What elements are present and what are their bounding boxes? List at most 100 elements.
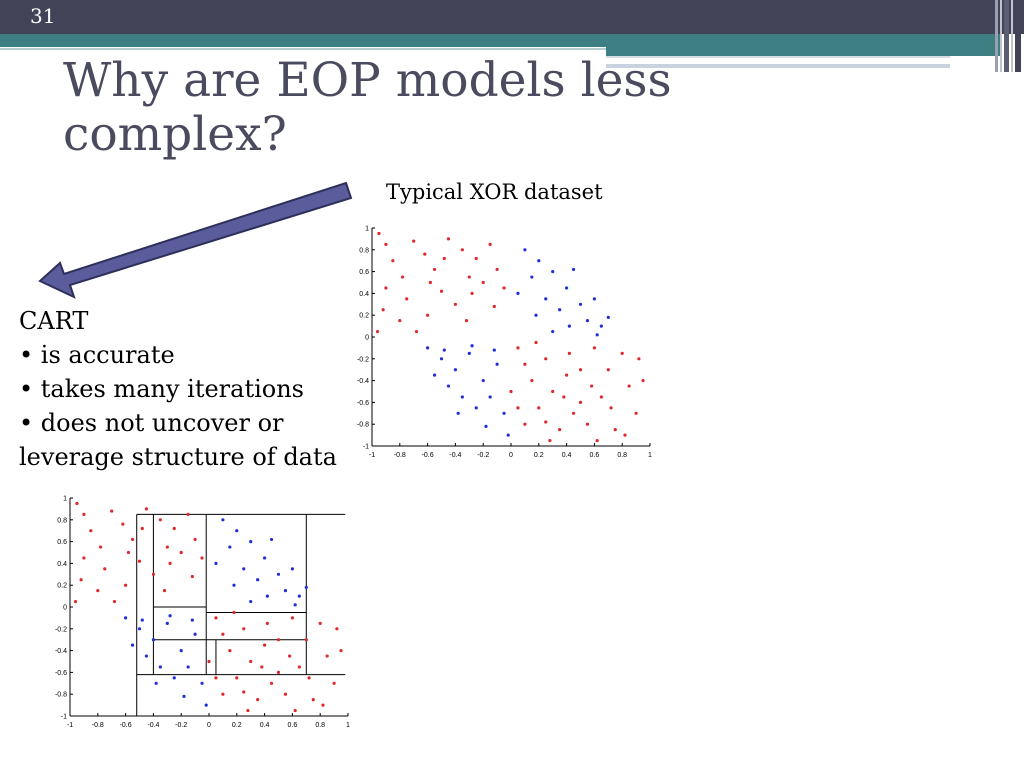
red-data-point bbox=[307, 676, 311, 680]
blue-data-point bbox=[446, 384, 451, 388]
red-data-point bbox=[567, 351, 571, 355]
red-data-point bbox=[82, 556, 86, 560]
red-data-point bbox=[544, 357, 548, 361]
blue-data-point bbox=[606, 315, 610, 319]
blue-data-point bbox=[595, 333, 599, 337]
y-tick-label: -0.8 bbox=[357, 422, 369, 429]
red-data-point bbox=[242, 627, 246, 631]
blue-data-point bbox=[565, 286, 569, 290]
red-data-point bbox=[124, 583, 128, 587]
red-data-point bbox=[276, 670, 281, 674]
blue-data-point bbox=[534, 313, 538, 317]
red-data-point bbox=[516, 346, 520, 350]
blue-data-point bbox=[495, 362, 499, 366]
red-data-point bbox=[558, 428, 562, 432]
blue-data-point bbox=[144, 654, 149, 658]
x-tick-label: 0 bbox=[207, 722, 211, 729]
blue-data-point bbox=[551, 329, 555, 334]
blue-data-point bbox=[453, 368, 457, 372]
red-data-point bbox=[288, 654, 292, 658]
blue-data-point bbox=[484, 424, 488, 428]
red-data-point bbox=[481, 280, 485, 285]
x-tick-label: 0.8 bbox=[617, 452, 627, 459]
blue-data-point bbox=[283, 589, 288, 593]
red-data-point bbox=[263, 643, 267, 647]
red-data-point bbox=[530, 379, 534, 383]
red-data-point bbox=[193, 537, 197, 542]
red-data-point bbox=[384, 242, 388, 246]
blue-data-point bbox=[293, 603, 297, 607]
blue-data-point bbox=[488, 395, 492, 399]
red-data-point bbox=[627, 384, 631, 388]
red-data-point bbox=[321, 703, 325, 707]
blue-data-point bbox=[481, 379, 485, 383]
red-data-point bbox=[565, 373, 569, 377]
red-data-point bbox=[641, 379, 645, 383]
blue-data-point bbox=[154, 681, 158, 685]
red-data-point bbox=[283, 692, 288, 696]
y-tick-label: -0.2 bbox=[357, 356, 369, 363]
y-tick-label: 0.4 bbox=[57, 561, 67, 568]
red-data-point bbox=[405, 297, 409, 301]
red-data-point bbox=[509, 389, 513, 394]
red-data-point bbox=[96, 589, 100, 593]
blue-data-point bbox=[474, 406, 478, 410]
red-data-point bbox=[332, 681, 336, 685]
top-accent-bar-right bbox=[606, 47, 1000, 56]
red-data-point bbox=[381, 308, 385, 312]
red-data-point bbox=[276, 638, 281, 642]
y-tick-label: 0.6 bbox=[57, 539, 67, 546]
red-data-point bbox=[412, 239, 416, 243]
x-tick-label: -0.6 bbox=[422, 452, 434, 459]
cart-bullet-1: • is accurate bbox=[19, 341, 175, 369]
red-data-point bbox=[474, 256, 478, 261]
blue-data-point bbox=[228, 545, 232, 549]
blue-data-point bbox=[530, 275, 534, 279]
red-data-point bbox=[523, 362, 527, 366]
x-tick-label: -1 bbox=[369, 452, 375, 459]
red-data-point bbox=[460, 248, 464, 252]
red-data-point bbox=[265, 621, 269, 625]
red-data-point bbox=[339, 649, 343, 653]
cart-bullet-4: leverage structure of data bbox=[19, 443, 337, 471]
red-data-point bbox=[168, 561, 172, 565]
blue-data-point bbox=[265, 594, 269, 598]
blue-data-point bbox=[558, 308, 562, 312]
red-data-point bbox=[464, 319, 469, 323]
x-tick-label: 0.2 bbox=[232, 722, 242, 729]
red-data-point bbox=[269, 681, 274, 685]
y-tick-label: -1 bbox=[363, 444, 369, 451]
blue-data-point bbox=[551, 270, 555, 274]
xor-dataset-caption: Typical XOR dataset bbox=[386, 180, 603, 204]
red-data-point bbox=[467, 275, 471, 279]
red-data-point bbox=[144, 507, 149, 511]
blue-data-point bbox=[276, 572, 281, 576]
blue-data-point bbox=[442, 348, 446, 352]
blue-data-point bbox=[592, 297, 596, 301]
blue-data-point bbox=[290, 567, 294, 571]
blue-data-point bbox=[492, 348, 496, 352]
blue-data-point bbox=[502, 411, 506, 415]
blue-data-point bbox=[168, 614, 172, 618]
red-data-point bbox=[179, 550, 183, 555]
red-data-point bbox=[595, 438, 599, 443]
blue-data-point bbox=[578, 302, 583, 306]
red-data-point bbox=[453, 302, 457, 306]
y-tick-label: 1 bbox=[365, 226, 369, 233]
red-data-point bbox=[290, 616, 294, 620]
red-data-point bbox=[311, 698, 315, 702]
blue-data-point bbox=[599, 324, 603, 328]
blue-data-point bbox=[544, 297, 548, 301]
y-tick-label: -0.6 bbox=[357, 400, 369, 407]
blue-data-point bbox=[186, 665, 190, 669]
y-tick-label: 0.2 bbox=[57, 583, 67, 590]
red-data-point bbox=[599, 395, 603, 399]
x-tick-label: 0.6 bbox=[590, 452, 600, 459]
red-data-point bbox=[158, 518, 162, 522]
blue-data-point bbox=[470, 344, 474, 348]
red-data-point bbox=[214, 616, 218, 620]
red-data-point bbox=[377, 231, 381, 236]
blue-data-point bbox=[256, 578, 260, 582]
slide-title: Why are EOP models less complex? bbox=[63, 53, 672, 162]
red-data-point bbox=[79, 578, 83, 582]
